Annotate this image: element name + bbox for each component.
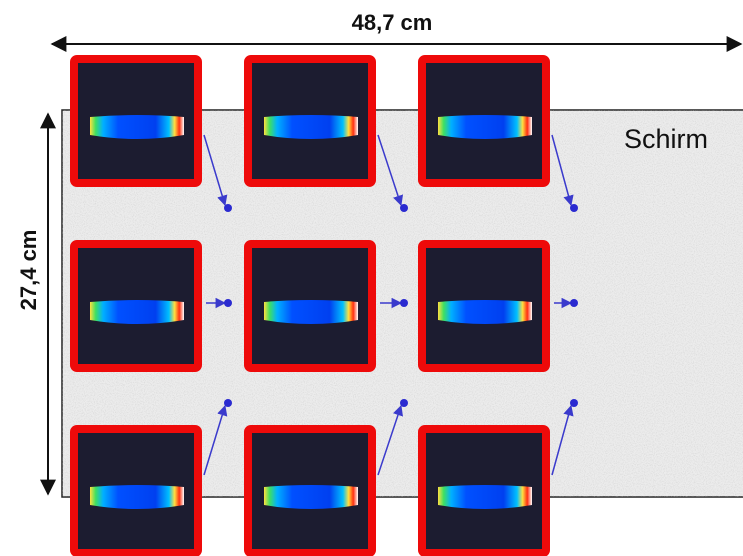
lens [264, 115, 358, 139]
lens [438, 485, 532, 509]
dot [400, 204, 408, 212]
lens [90, 115, 184, 139]
diagram: Schirm 48,7 cm 27,4 cm [0, 0, 743, 556]
dot [570, 399, 578, 407]
lens [264, 485, 358, 509]
width-label: 48,7 cm [352, 10, 433, 35]
dot [224, 299, 232, 307]
dot [570, 204, 578, 212]
lens [90, 300, 184, 324]
dot [570, 299, 578, 307]
screen-label: Schirm [624, 124, 708, 154]
lens [438, 300, 532, 324]
dot [400, 399, 408, 407]
dot [224, 399, 232, 407]
lens [90, 485, 184, 509]
height-label: 27,4 cm [16, 230, 41, 311]
dot [400, 299, 408, 307]
lens [438, 115, 532, 139]
lens [264, 300, 358, 324]
panels [74, 59, 578, 553]
dot [224, 204, 232, 212]
